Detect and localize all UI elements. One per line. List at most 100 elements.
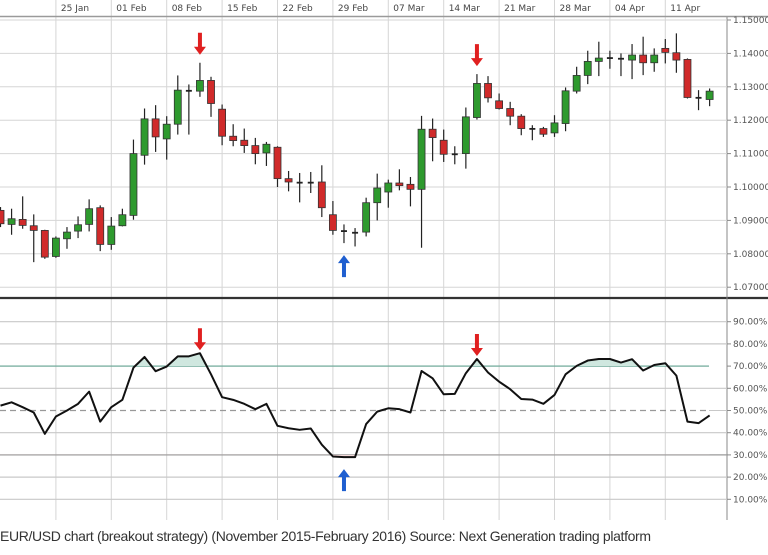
candle-body: [561, 90, 570, 124]
candle-body: [96, 207, 105, 245]
candle-body: [572, 75, 581, 92]
candle: [107, 217, 116, 250]
candle: [451, 146, 458, 165]
candle: [185, 84, 192, 135]
candle: [672, 33, 681, 73]
candle: [118, 208, 127, 227]
candle: [683, 58, 692, 99]
rsi-sell-arrow-down-icon: [470, 333, 483, 356]
candle-body: [484, 83, 492, 99]
candle-body: [7, 218, 16, 225]
candle-body: [517, 115, 526, 129]
candle: [539, 126, 548, 137]
candle-body: [218, 108, 227, 137]
rsi-sell-arrow-down-icon: [193, 328, 206, 351]
x-tick-label: 14 Mar: [449, 4, 481, 14]
candle-body: [473, 83, 481, 118]
candle: [362, 197, 371, 237]
candle-body: [74, 224, 82, 232]
candle: [606, 50, 613, 69]
candle: [517, 114, 526, 136]
candle: [495, 93, 504, 110]
price-tick-label: 1.14000: [733, 49, 768, 59]
x-tick-label: 08 Feb: [172, 4, 203, 14]
candle: [251, 137, 260, 165]
candle: [461, 107, 470, 169]
rsi-buy-arrow-up-icon: [337, 469, 350, 492]
candle: [352, 228, 359, 247]
candle: [0, 207, 5, 228]
chart-caption: EUR/USD chart (breakout strategy) (Novem…: [0, 528, 651, 544]
candle-body: [428, 128, 437, 138]
price-tick-label: 1.09000: [733, 216, 768, 226]
grid-lines: [0, 0, 768, 520]
candle: [129, 139, 138, 220]
candle-body: [539, 128, 548, 135]
candle-body: [439, 139, 448, 155]
candle-body: [240, 139, 249, 146]
candle: [328, 201, 337, 235]
candle-body: [417, 128, 426, 190]
candle-body: [373, 187, 382, 204]
candle-body: [229, 135, 238, 141]
candle: [639, 36, 648, 76]
price-tick-label: 1.13000: [733, 83, 768, 93]
candle-body: [672, 52, 681, 61]
rsi-tick-label: 20.00%: [733, 473, 768, 483]
rsi-panel: [0, 352, 711, 459]
candle-body: [173, 89, 182, 125]
candle: [151, 105, 160, 152]
candle: [550, 115, 559, 137]
candle-body: [362, 202, 371, 233]
buy-signal-arrow-up-icon: [337, 255, 350, 278]
candle-body: [207, 80, 215, 104]
sell-signal-arrow-down-icon: [193, 32, 206, 55]
candle: [317, 165, 326, 218]
candle-body: [461, 116, 470, 155]
candle: [52, 236, 60, 258]
rsi-tick-label: 50.00%: [733, 407, 768, 417]
candle: [705, 88, 714, 107]
candle: [340, 224, 347, 244]
rsi-line: [0, 352, 711, 459]
candle-body: [661, 47, 670, 53]
candle-body: [284, 178, 293, 183]
candle-body: [262, 143, 271, 154]
candle: [296, 172, 303, 203]
candle: [695, 90, 702, 111]
candle: [85, 199, 94, 232]
rsi-tick-label: 10.00%: [733, 495, 768, 505]
x-tick-label: 07 Mar: [393, 4, 425, 14]
price-tick-label: 1.12000: [733, 116, 768, 126]
candle: [617, 53, 624, 77]
candle: [18, 196, 27, 229]
candle: [384, 179, 393, 208]
candle-body: [594, 57, 603, 62]
candle: [395, 169, 404, 191]
candle: [162, 116, 171, 160]
x-axis-date-labels: 25 Jan 01 Feb 08 Feb 15 Feb 22 Feb 29 Feb 07 M…: [61, 4, 701, 14]
candle: [7, 208, 16, 235]
candle-body: [251, 145, 260, 154]
candle-body: [40, 230, 49, 258]
rsi-tick-label: 40.00%: [733, 429, 768, 439]
price-tick-label: 1.11000: [733, 150, 768, 160]
candle: [196, 62, 204, 97]
candle: [373, 173, 382, 221]
candle-body: [650, 54, 659, 64]
rsi-tick-label: 90.00%: [733, 318, 768, 328]
candle: [417, 115, 426, 248]
rsi-axis: 90.00% 80.00% 70.00% 60.00% 50.00% 40.00% 30.0…: [727, 318, 768, 505]
candle-body: [328, 214, 337, 231]
candle-body: [0, 209, 5, 225]
candle-body: [550, 122, 559, 134]
candle: [207, 76, 215, 117]
candle-body: [583, 61, 592, 76]
candle: [506, 101, 515, 126]
candle: [650, 48, 659, 72]
candle: [140, 108, 149, 165]
candle-body: [317, 181, 326, 209]
candle: [96, 205, 105, 252]
x-tick-label: 04 Apr: [615, 4, 645, 14]
candle-body: [495, 100, 504, 109]
